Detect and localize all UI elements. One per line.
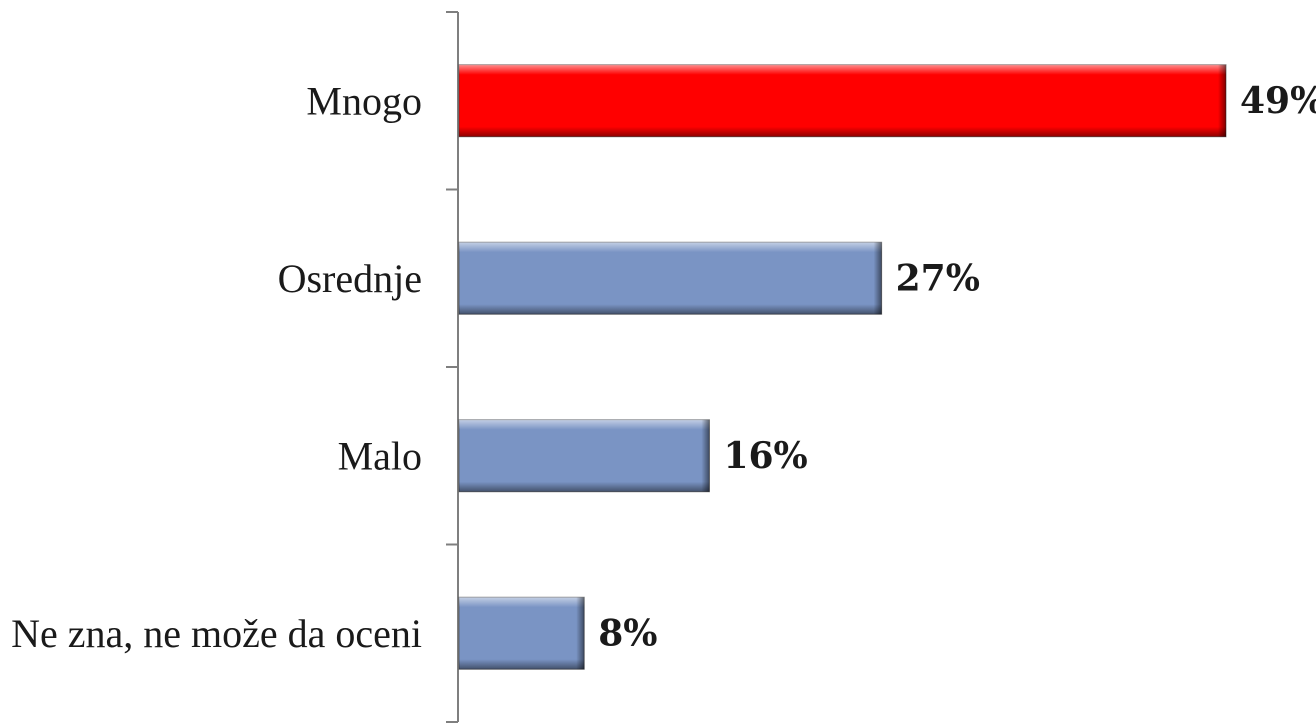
category-label: Mnogo [306, 78, 422, 123]
bar [458, 419, 710, 493]
bar-bevel-right [873, 242, 882, 315]
value-label: 27% [896, 257, 980, 299]
bar-fill [458, 64, 1227, 138]
category-label: Malo [338, 433, 422, 478]
bar [458, 64, 1227, 138]
bar-fill [458, 596, 585, 670]
y-axis [446, 11, 459, 723]
value-label: 8% [598, 612, 657, 654]
bar-bevel-bottom [459, 126, 1226, 137]
bar [458, 241, 883, 315]
bar-bevel-right [1218, 64, 1226, 137]
value-label: 16% [723, 435, 807, 477]
bar-bevel-top [459, 597, 585, 608]
labels-group: Mnogo 49% Osrednje 27% Malo 16% Ne zna, ne mož… [11, 78, 1316, 656]
bar-bevel-top [459, 242, 882, 253]
bar-bevel-right [576, 597, 585, 670]
category-label: Ne zna, ne može da oceni [11, 611, 422, 656]
value-label: 49% [1240, 80, 1316, 122]
bar-fill [458, 241, 883, 315]
bar-bevel-bottom [459, 481, 710, 492]
bars-group [458, 64, 1227, 670]
bar-bevel-right [701, 419, 710, 492]
bar-bevel-top [459, 419, 710, 430]
bar-fill [458, 419, 710, 493]
bar-bevel-bottom [459, 304, 882, 315]
bar-bevel-top [459, 64, 1226, 75]
bar [458, 596, 585, 670]
bar-bevel-bottom [459, 659, 585, 670]
category-label: Osrednje [278, 256, 422, 301]
